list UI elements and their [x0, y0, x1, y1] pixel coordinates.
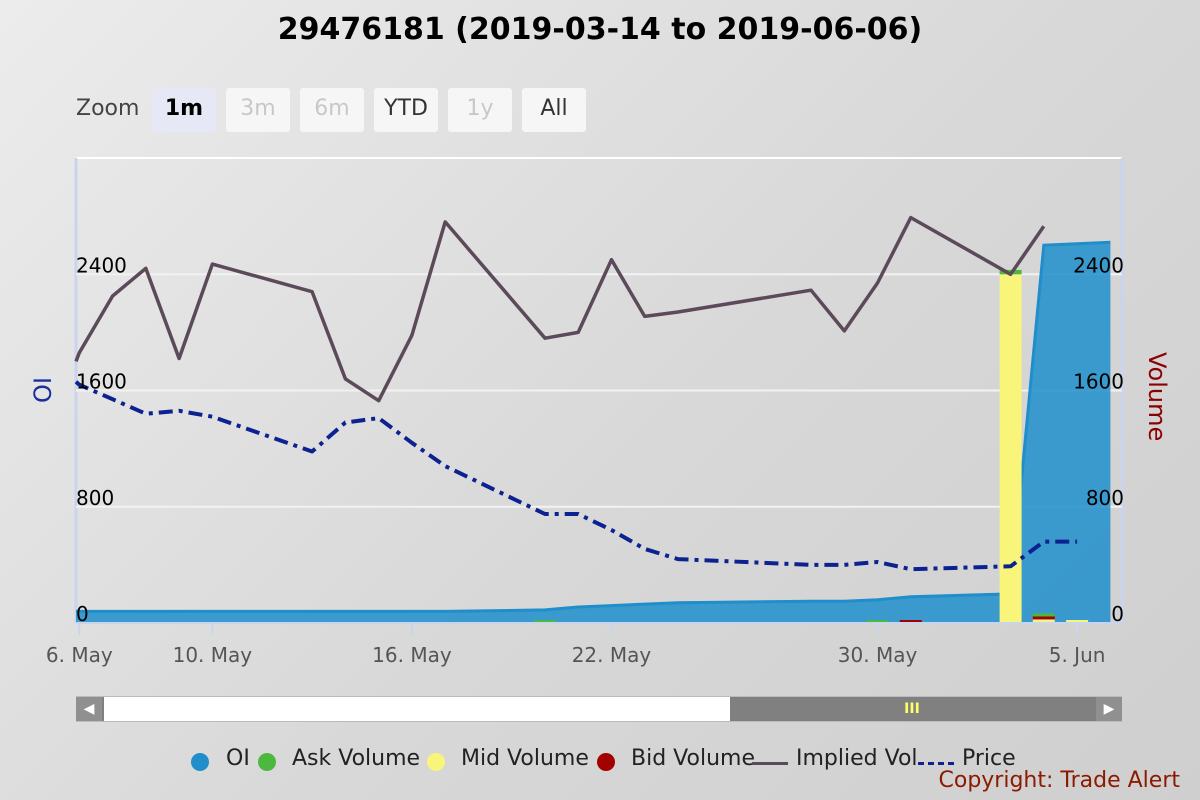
ask-volume-bar [534, 620, 556, 623]
zoom-1y-button[interactable]: 1y [448, 88, 512, 132]
zoom-1m-button[interactable]: 1m [152, 88, 216, 132]
y-right-tick-0: 0 [1111, 602, 1124, 626]
legend-mid-volume-marker-icon [427, 753, 445, 771]
legend-bid-volume-marker-icon [597, 753, 615, 771]
line-series-layer [74, 215, 1078, 572]
axis-layer: 0 800 1600 2400 0 800 1600 2400 6. May 10. May 16.… [46, 253, 1124, 667]
legend-price-marker-icon [918, 762, 954, 765]
legend-oi[interactable]: OI [226, 746, 250, 771]
x-tick-label: 30. May [838, 643, 918, 667]
y-left-tick-0: 0 [76, 602, 89, 626]
zoom-all-button[interactable]: All [522, 88, 586, 132]
mid-volume-bar [1032, 619, 1055, 623]
x-tick-label: 22. May [572, 643, 652, 667]
ask-volume-bar [1032, 613, 1055, 617]
y-axis-left-title: OI [29, 377, 57, 403]
scrollbar-grip-icon[interactable]: III [904, 701, 920, 717]
legend-bid-volume[interactable]: Bid Volume [631, 746, 755, 771]
scroll-right-arrow-icon[interactable]: ▶ [1096, 697, 1122, 721]
oi-area-layer [76, 240, 1111, 624]
x-tick-label: 5. Jun [1049, 643, 1106, 667]
mid-volume-bar [999, 274, 1022, 624]
chart-title: 29476181 (2019-03-14 to 2019-06-06) [277, 12, 923, 47]
copyright-text: Copyright: Trade Alert [938, 768, 1181, 793]
zoom-label: Zoom [76, 96, 140, 121]
y-right-tick-800: 800 [1086, 486, 1124, 510]
oi-line [76, 240, 1111, 613]
ask-volume-bar [866, 620, 889, 623]
legend-implied-vol[interactable]: Implied Vol [796, 746, 918, 771]
mid-volume-bar [1066, 620, 1089, 623]
y-left-tick-800: 800 [76, 486, 114, 510]
legend-mid-volume[interactable]: Mid Volume [461, 746, 589, 771]
y-right-tick-2400: 2400 [1073, 253, 1124, 277]
y-left-tick-2400: 2400 [76, 253, 127, 277]
zoom-3m-button[interactable]: 3m [226, 88, 290, 132]
volume-bars-layer [534, 269, 1089, 624]
implied-vol-line [74, 215, 1046, 403]
scroll-left-arrow-icon[interactable]: ◀ [76, 697, 102, 721]
legend-price[interactable]: Price [962, 746, 1016, 771]
grid-lines [74, 157, 1124, 623]
bid-volume-bar [899, 620, 922, 623]
scrollbar-thumb[interactable] [104, 697, 730, 721]
legend-ask-volume-marker-icon [258, 753, 276, 771]
legend-implied-vol-marker-icon [752, 762, 788, 765]
zoom-ytd-button[interactable]: YTD [374, 88, 438, 132]
price-line [74, 380, 1078, 572]
bid-volume-bar [1032, 616, 1055, 620]
legend-oi-marker-icon [191, 753, 209, 771]
x-tick-label: 6. May [46, 643, 113, 667]
x-tick-label: 16. May [372, 643, 452, 667]
y-right-tick-1600: 1600 [1073, 370, 1124, 394]
y-axis-right-title: Volume [1143, 352, 1171, 442]
legend-ask-volume[interactable]: Ask Volume [292, 746, 421, 771]
zoom-6m-button[interactable]: 6m [300, 88, 364, 132]
y-left-tick-1600: 1600 [76, 370, 127, 394]
x-tick-label: 10. May [173, 643, 253, 667]
